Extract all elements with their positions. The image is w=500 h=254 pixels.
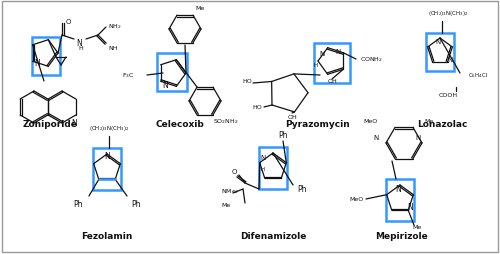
Text: N: N: [162, 81, 168, 90]
Text: Ph: Ph: [278, 131, 288, 140]
Bar: [386, 179, 414, 221]
Bar: [93, 148, 121, 190]
Text: Ph: Ph: [131, 200, 140, 209]
Text: N: N: [395, 185, 401, 194]
Text: H: H: [314, 63, 318, 68]
Text: C$_6$H$_4$Cl: C$_6$H$_4$Cl: [468, 71, 488, 80]
Text: OH: OH: [327, 79, 337, 84]
Text: (CH$_2$)$_3$N(CH$_3$)$_2$: (CH$_2$)$_3$N(CH$_3$)$_2$: [88, 124, 130, 133]
Text: Zoniporide: Zoniporide: [22, 120, 78, 129]
Text: NH: NH: [108, 45, 118, 50]
Text: Me: Me: [222, 203, 231, 208]
Text: CONH$_2$: CONH$_2$: [360, 55, 383, 64]
Text: Difenamizole: Difenamizole: [240, 232, 306, 241]
Text: N: N: [407, 203, 413, 212]
Text: MeO: MeO: [364, 119, 378, 124]
Text: N: N: [448, 57, 452, 63]
Text: Celecoxib: Celecoxib: [156, 120, 204, 129]
Text: Me: Me: [195, 6, 204, 11]
Bar: [314, 44, 350, 84]
Text: Lonazolac: Lonazolac: [417, 120, 467, 129]
Text: H: H: [78, 45, 83, 50]
Bar: [426, 34, 454, 72]
Text: N: N: [76, 38, 82, 47]
Text: Pyrazomycin: Pyrazomycin: [286, 120, 350, 129]
Text: N: N: [34, 59, 40, 68]
Text: Ph: Ph: [74, 200, 83, 209]
Text: SO$_2$NH$_2$: SO$_2$NH$_2$: [213, 117, 238, 126]
Bar: [259, 147, 287, 189]
Bar: [32, 38, 60, 76]
Text: O: O: [66, 19, 71, 25]
Text: Fezolamin: Fezolamin: [82, 232, 132, 241]
Text: HO: HO: [242, 79, 252, 84]
Text: Mepirizole: Mepirizole: [376, 232, 428, 241]
Text: O: O: [232, 168, 237, 174]
Text: N: N: [374, 134, 378, 140]
Text: N: N: [71, 119, 77, 128]
Bar: [157, 54, 187, 92]
Text: OH: OH: [287, 115, 297, 120]
Text: (CH$_2$)$_3$N(CH$_3$)$_2$: (CH$_2$)$_3$N(CH$_3$)$_2$: [428, 9, 469, 19]
Text: N: N: [336, 49, 340, 55]
Text: H: H: [261, 167, 265, 172]
Text: Ph: Ph: [297, 185, 306, 194]
Text: Me: Me: [412, 225, 421, 230]
Text: N: N: [436, 39, 440, 45]
Text: N: N: [320, 51, 324, 57]
Text: NMe$_2$: NMe$_2$: [220, 187, 239, 196]
Text: N: N: [104, 152, 110, 161]
Text: N: N: [416, 134, 420, 140]
Text: HO: HO: [252, 105, 262, 110]
Text: Me: Me: [424, 119, 433, 124]
Text: F$_3$C: F$_3$C: [122, 71, 135, 80]
Text: NH$_2$: NH$_2$: [108, 22, 122, 31]
Text: MeO: MeO: [350, 197, 364, 202]
Text: COOH: COOH: [438, 93, 458, 98]
Text: N: N: [260, 154, 266, 160]
